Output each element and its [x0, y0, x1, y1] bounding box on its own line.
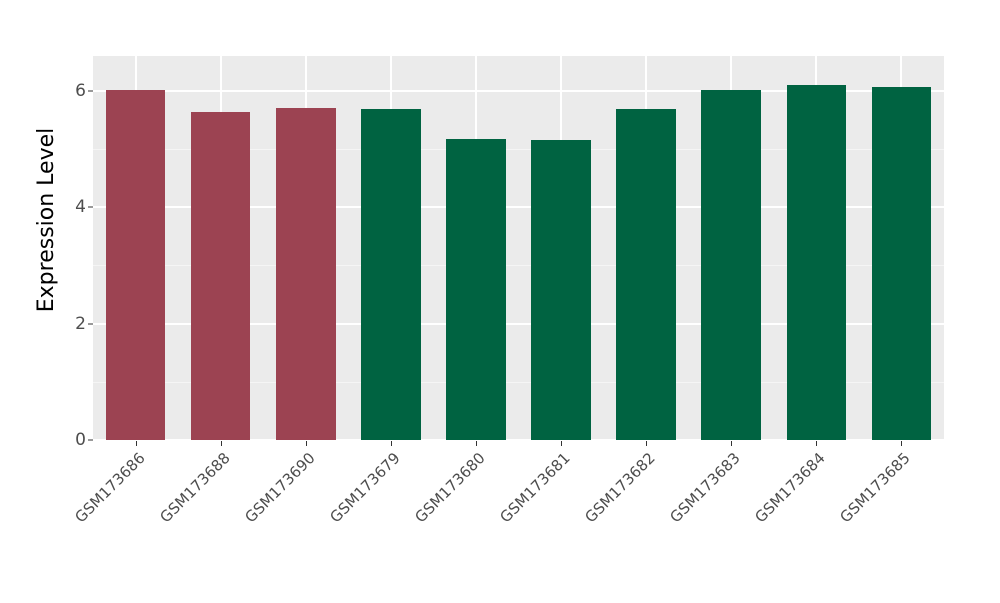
bar-GSM173681	[531, 140, 591, 440]
x-tick-mark	[646, 441, 648, 446]
x-tick-mark	[305, 441, 307, 446]
gridline-major	[93, 322, 944, 325]
x-tick-mark	[561, 441, 563, 446]
bar-GSM173680	[446, 139, 506, 440]
bar-GSM173690	[275, 107, 336, 440]
gridline-major	[93, 89, 944, 92]
y-tick-label: 2	[75, 313, 86, 334]
y-tick-label: 4	[75, 197, 86, 218]
x-tick-mark	[135, 441, 137, 446]
x-tick-mark	[816, 441, 818, 446]
gridline-minor	[93, 149, 944, 151]
gridline-minor	[93, 381, 944, 383]
y-tick-mark	[88, 206, 93, 208]
gridline-major	[93, 439, 944, 440]
gridline-major	[93, 206, 944, 209]
bar-GSM173684	[786, 84, 847, 440]
y-tick-label: 0	[75, 430, 86, 450]
plot-panel	[93, 56, 944, 440]
y-tick-mark	[88, 90, 93, 92]
x-tick-mark	[901, 441, 903, 446]
y-tick-mark	[88, 323, 93, 325]
gridline-minor	[93, 265, 944, 267]
bar-GSM173679	[361, 108, 421, 440]
bar-GSM173685	[871, 86, 932, 440]
x-tick-mark	[731, 441, 733, 446]
y-tick-mark	[88, 439, 93, 441]
bar-GSM173683	[701, 90, 762, 440]
x-tick-mark	[475, 441, 477, 446]
y-axis-title: Expression Level	[34, 127, 59, 313]
bar-GSM173688	[190, 111, 251, 440]
y-tick-label: 6	[75, 80, 86, 101]
x-tick-mark	[390, 441, 392, 446]
x-tick-mark	[220, 441, 222, 446]
bar-GSM173686	[105, 89, 166, 440]
bar-GSM173682	[616, 108, 676, 440]
